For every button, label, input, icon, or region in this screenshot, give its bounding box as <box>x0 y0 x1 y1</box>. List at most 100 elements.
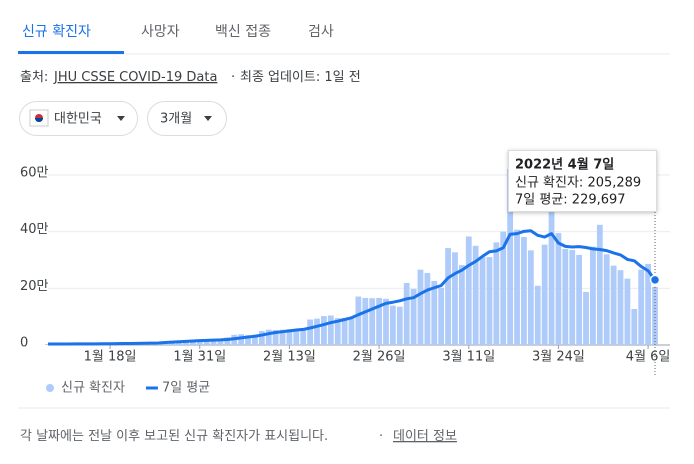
bar <box>452 252 458 345</box>
bar <box>445 248 451 345</box>
bar <box>355 296 362 345</box>
bar <box>321 316 327 345</box>
tab[interactable]: 신규 확진자 <box>22 24 91 40</box>
legend-swatch <box>46 384 54 392</box>
x-tick-label: 1월 18일 <box>84 350 137 365</box>
bar <box>424 273 431 345</box>
tooltip-title: 2022년 4월 7일 <box>515 157 614 173</box>
x-tick-label: 2월 13일 <box>263 350 316 365</box>
bar <box>569 250 576 345</box>
bar <box>534 285 541 345</box>
x-tick-label: 3월 24일 <box>532 350 585 365</box>
y-tick-label: 60만 <box>20 165 49 180</box>
x-tick-label: 2월 26일 <box>353 350 406 365</box>
footer-note: 각 날짜에는 전날 이후 보고된 신규 확진자가 표시됩니다. <box>20 429 328 444</box>
y-tick-label: 20만 <box>20 279 49 294</box>
x-tick-label: 4월 6일 <box>626 350 671 365</box>
bar <box>576 254 583 345</box>
bar <box>417 269 424 345</box>
legend-label: 7일 평균 <box>162 381 210 396</box>
region-label: 대한민국 <box>54 112 102 127</box>
bar <box>438 287 445 345</box>
bar <box>458 265 465 345</box>
update-time: 최종 업데이트: 1일 전 <box>240 70 361 85</box>
bar <box>527 250 534 345</box>
y-tick-label: 0 <box>20 336 28 351</box>
bar <box>210 339 217 345</box>
bar <box>410 288 417 345</box>
dropdown-arrow <box>204 116 212 121</box>
y-tick-label: 40만 <box>20 222 49 237</box>
tab[interactable]: 검사 <box>308 24 334 40</box>
bar <box>479 257 486 345</box>
average-line <box>48 229 657 346</box>
tab[interactable]: 사망자 <box>141 24 180 40</box>
bar <box>238 334 245 345</box>
bar <box>603 254 610 345</box>
bar <box>341 318 348 345</box>
period-label: 3개월 <box>160 112 192 127</box>
bar <box>645 263 652 345</box>
region-button[interactable] <box>19 101 138 136</box>
dropdown-arrow <box>117 116 125 121</box>
bar <box>307 319 314 345</box>
bar <box>203 339 210 345</box>
bar <box>334 318 341 345</box>
x-tick-label: 3월 11일 <box>442 350 495 365</box>
bar <box>376 297 382 345</box>
period-button[interactable] <box>147 101 227 136</box>
bar <box>514 229 520 345</box>
bar <box>327 315 334 345</box>
bar <box>252 334 258 345</box>
bar <box>396 306 403 345</box>
bar <box>465 236 472 345</box>
bar <box>583 292 589 345</box>
bar <box>403 282 410 345</box>
flag-icon <box>29 109 49 127</box>
bar <box>431 280 438 345</box>
bar <box>389 305 396 345</box>
separator: · <box>379 429 383 444</box>
bar <box>610 265 617 345</box>
hover-point <box>649 274 661 286</box>
bar <box>652 286 658 345</box>
bar <box>472 245 479 345</box>
bar <box>224 337 231 345</box>
legend-label: 신규 확진자 <box>61 381 125 396</box>
bar <box>300 328 307 345</box>
bar <box>314 318 320 345</box>
bar <box>596 224 603 345</box>
bar <box>258 331 265 345</box>
separator: · <box>231 70 235 85</box>
bar <box>217 338 224 345</box>
bar <box>562 248 569 345</box>
bar <box>286 329 293 345</box>
bar <box>362 297 369 345</box>
bar <box>617 270 624 345</box>
bar <box>293 329 300 345</box>
bar <box>638 269 645 345</box>
bar <box>196 340 203 345</box>
legend: 신규 확진자 7일 평균 <box>46 381 210 396</box>
bar <box>383 298 389 345</box>
bar <box>555 233 562 345</box>
bar <box>500 231 507 345</box>
source-link[interactable]: JHU CSSE COVID-19 Data <box>53 70 217 85</box>
bar <box>272 329 279 345</box>
tab[interactable]: 백신 접종 <box>215 24 271 40</box>
bar <box>348 316 355 345</box>
bar <box>279 329 286 345</box>
tooltip-line: 신규 확진자: 205,289 <box>515 176 641 191</box>
tab-indicator <box>18 51 124 54</box>
tooltip-box <box>508 150 657 212</box>
lines <box>48 229 657 346</box>
footer: 각 날짜에는 전날 이후 보고된 신규 확진자가 표시됩니다. · 데이터 정보 <box>20 429 457 444</box>
data-info-link[interactable]: 데이터 정보 <box>393 429 457 444</box>
source-label: 출처: <box>20 70 48 85</box>
bar <box>521 237 527 345</box>
bar <box>369 298 376 345</box>
bar <box>245 335 251 345</box>
bar <box>265 329 272 345</box>
